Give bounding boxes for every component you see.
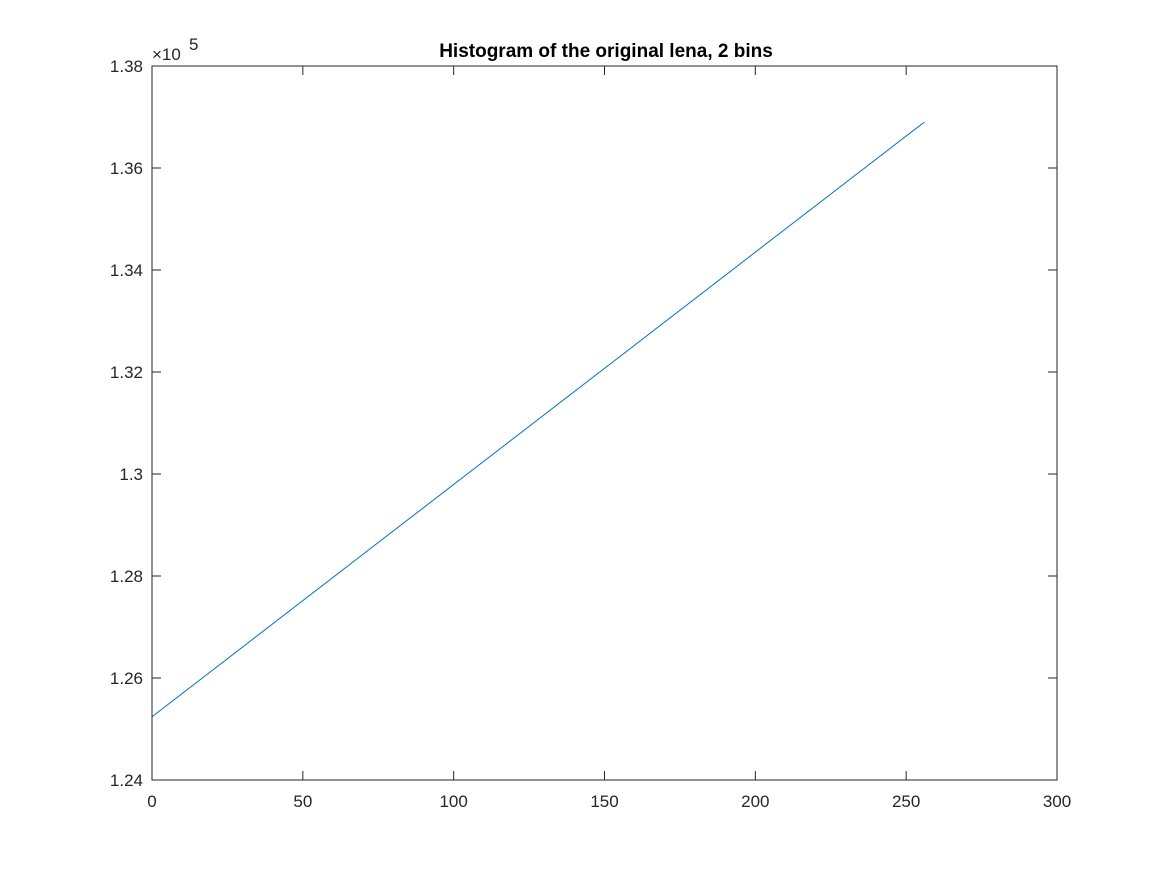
chart-title: Histogram of the original lena, 2 bins <box>439 41 773 62</box>
x-tick-label: 250 <box>892 792 920 811</box>
y-axis-exponent: ×10 5 <box>152 35 198 64</box>
y-tick-label: 1.3 <box>119 465 143 484</box>
x-tick-label: 50 <box>293 792 312 811</box>
y-tick-label: 1.32 <box>110 363 143 382</box>
y-tick-label: 1.38 <box>110 57 143 76</box>
series-line-0 <box>151 121 925 718</box>
x-tick-label: 150 <box>590 792 618 811</box>
y-exponent-base: ×10 <box>152 45 181 64</box>
axes-background <box>152 66 1057 780</box>
x-tick-label: 100 <box>439 792 467 811</box>
x-tick-label: 0 <box>147 792 156 811</box>
y-tick-label: 1.26 <box>110 669 143 688</box>
y-tick-label: 1.36 <box>110 159 143 178</box>
plot-area: 0 50 100 150 200 250 300 1.24 1.26 1.28 1.3 1.32 1.3… <box>110 57 1071 811</box>
y-tick-label: 1.28 <box>110 567 143 586</box>
x-tick-label: 300 <box>1043 792 1071 811</box>
y-tick-label: 1.24 <box>110 771 143 790</box>
y-exponent-power: 5 <box>189 35 198 54</box>
y-tick-label: 1.34 <box>110 261 143 280</box>
x-tick-label: 200 <box>741 792 769 811</box>
